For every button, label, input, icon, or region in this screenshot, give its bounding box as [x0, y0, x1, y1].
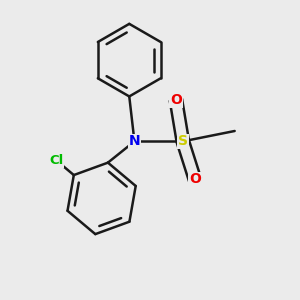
Text: N: N: [129, 134, 140, 148]
Text: S: S: [178, 134, 188, 148]
Text: Cl: Cl: [50, 154, 64, 167]
Text: O: O: [189, 172, 201, 186]
Text: O: O: [170, 93, 182, 107]
